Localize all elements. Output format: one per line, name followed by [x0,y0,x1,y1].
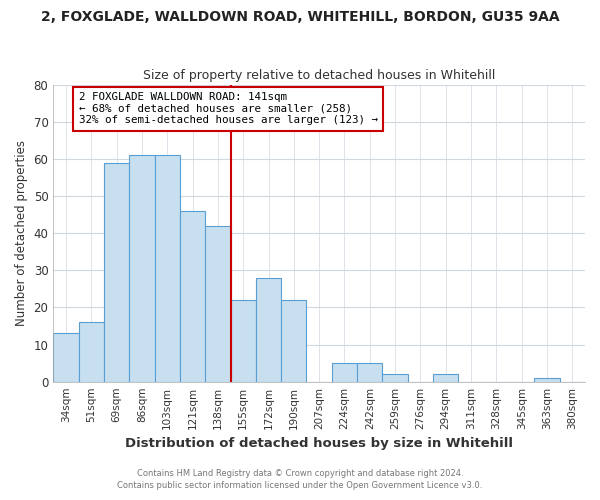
Bar [155,155,180,382]
Bar [104,162,129,382]
Bar [180,211,205,382]
Bar [281,300,307,382]
Bar [332,363,357,382]
Bar [230,300,256,382]
Text: 2 FOXGLADE WALLDOWN ROAD: 141sqm
← 68% of detached houses are smaller (258)
32% : 2 FOXGLADE WALLDOWN ROAD: 141sqm ← 68% o… [79,92,377,125]
Text: Contains HM Land Registry data © Crown copyright and database right 2024.
Contai: Contains HM Land Registry data © Crown c… [118,468,482,490]
Bar [382,374,408,382]
Bar [433,374,458,382]
Bar [256,278,281,382]
Bar [79,322,104,382]
Title: Size of property relative to detached houses in Whitehill: Size of property relative to detached ho… [143,69,496,82]
Bar [205,226,230,382]
Y-axis label: Number of detached properties: Number of detached properties [15,140,28,326]
Bar [129,155,155,382]
Bar [535,378,560,382]
X-axis label: Distribution of detached houses by size in Whitehill: Distribution of detached houses by size … [125,437,513,450]
Bar [53,334,79,382]
Text: 2, FOXGLADE, WALLDOWN ROAD, WHITEHILL, BORDON, GU35 9AA: 2, FOXGLADE, WALLDOWN ROAD, WHITEHILL, B… [41,10,559,24]
Bar [357,363,382,382]
